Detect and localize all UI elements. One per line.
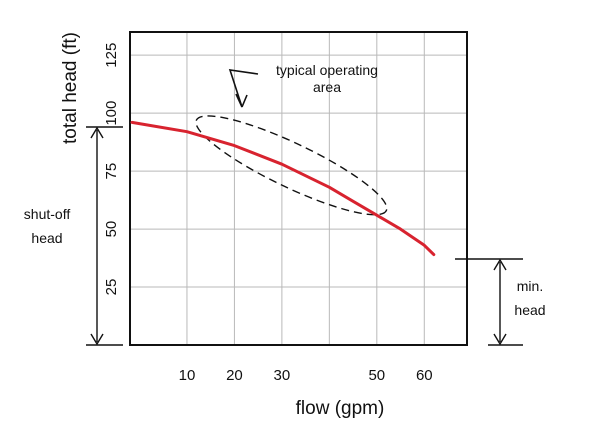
typical-operating-area xyxy=(195,115,388,216)
x-axis-label: flow (gpm) xyxy=(296,398,385,419)
shutoff-head-dimension xyxy=(86,126,123,346)
x-tick-label: 30 xyxy=(274,367,291,384)
min-head-label-line2: head xyxy=(514,302,545,318)
operating-area-arrowhead xyxy=(235,93,248,108)
x-tick-labels: 10 20 30 50 60 xyxy=(179,367,433,384)
y-axis-label: total head (ft) xyxy=(60,32,81,144)
min-head-label-line1: min. xyxy=(517,278,543,294)
operating-area-label-line2: area xyxy=(313,79,341,95)
y-tick-labels: 25 50 75 100 125 xyxy=(103,43,120,296)
x-tick-label: 20 xyxy=(226,367,243,384)
y-tick-label: 100 xyxy=(103,101,120,126)
y-tick-label: 125 xyxy=(103,43,120,68)
y-tick-label: 75 xyxy=(103,163,120,180)
y-tick-label: 25 xyxy=(103,279,120,296)
x-tick-label: 10 xyxy=(179,367,196,384)
min-head-dimension xyxy=(455,258,523,346)
pump-curve-line xyxy=(130,120,436,257)
operating-area-arrow xyxy=(228,69,259,108)
operating-area-label-line1: typical operating xyxy=(276,62,378,78)
shutoff-head-label-line2: head xyxy=(31,230,62,246)
shutoff-head-label-line1: shut-off xyxy=(24,206,71,222)
plot-frame xyxy=(129,31,468,346)
x-tick-label: 50 xyxy=(368,367,385,384)
x-tick-label: 60 xyxy=(416,367,433,384)
y-tick-label: 50 xyxy=(103,221,120,238)
operating-area-ellipse xyxy=(195,115,388,216)
grid-lines xyxy=(130,32,467,345)
